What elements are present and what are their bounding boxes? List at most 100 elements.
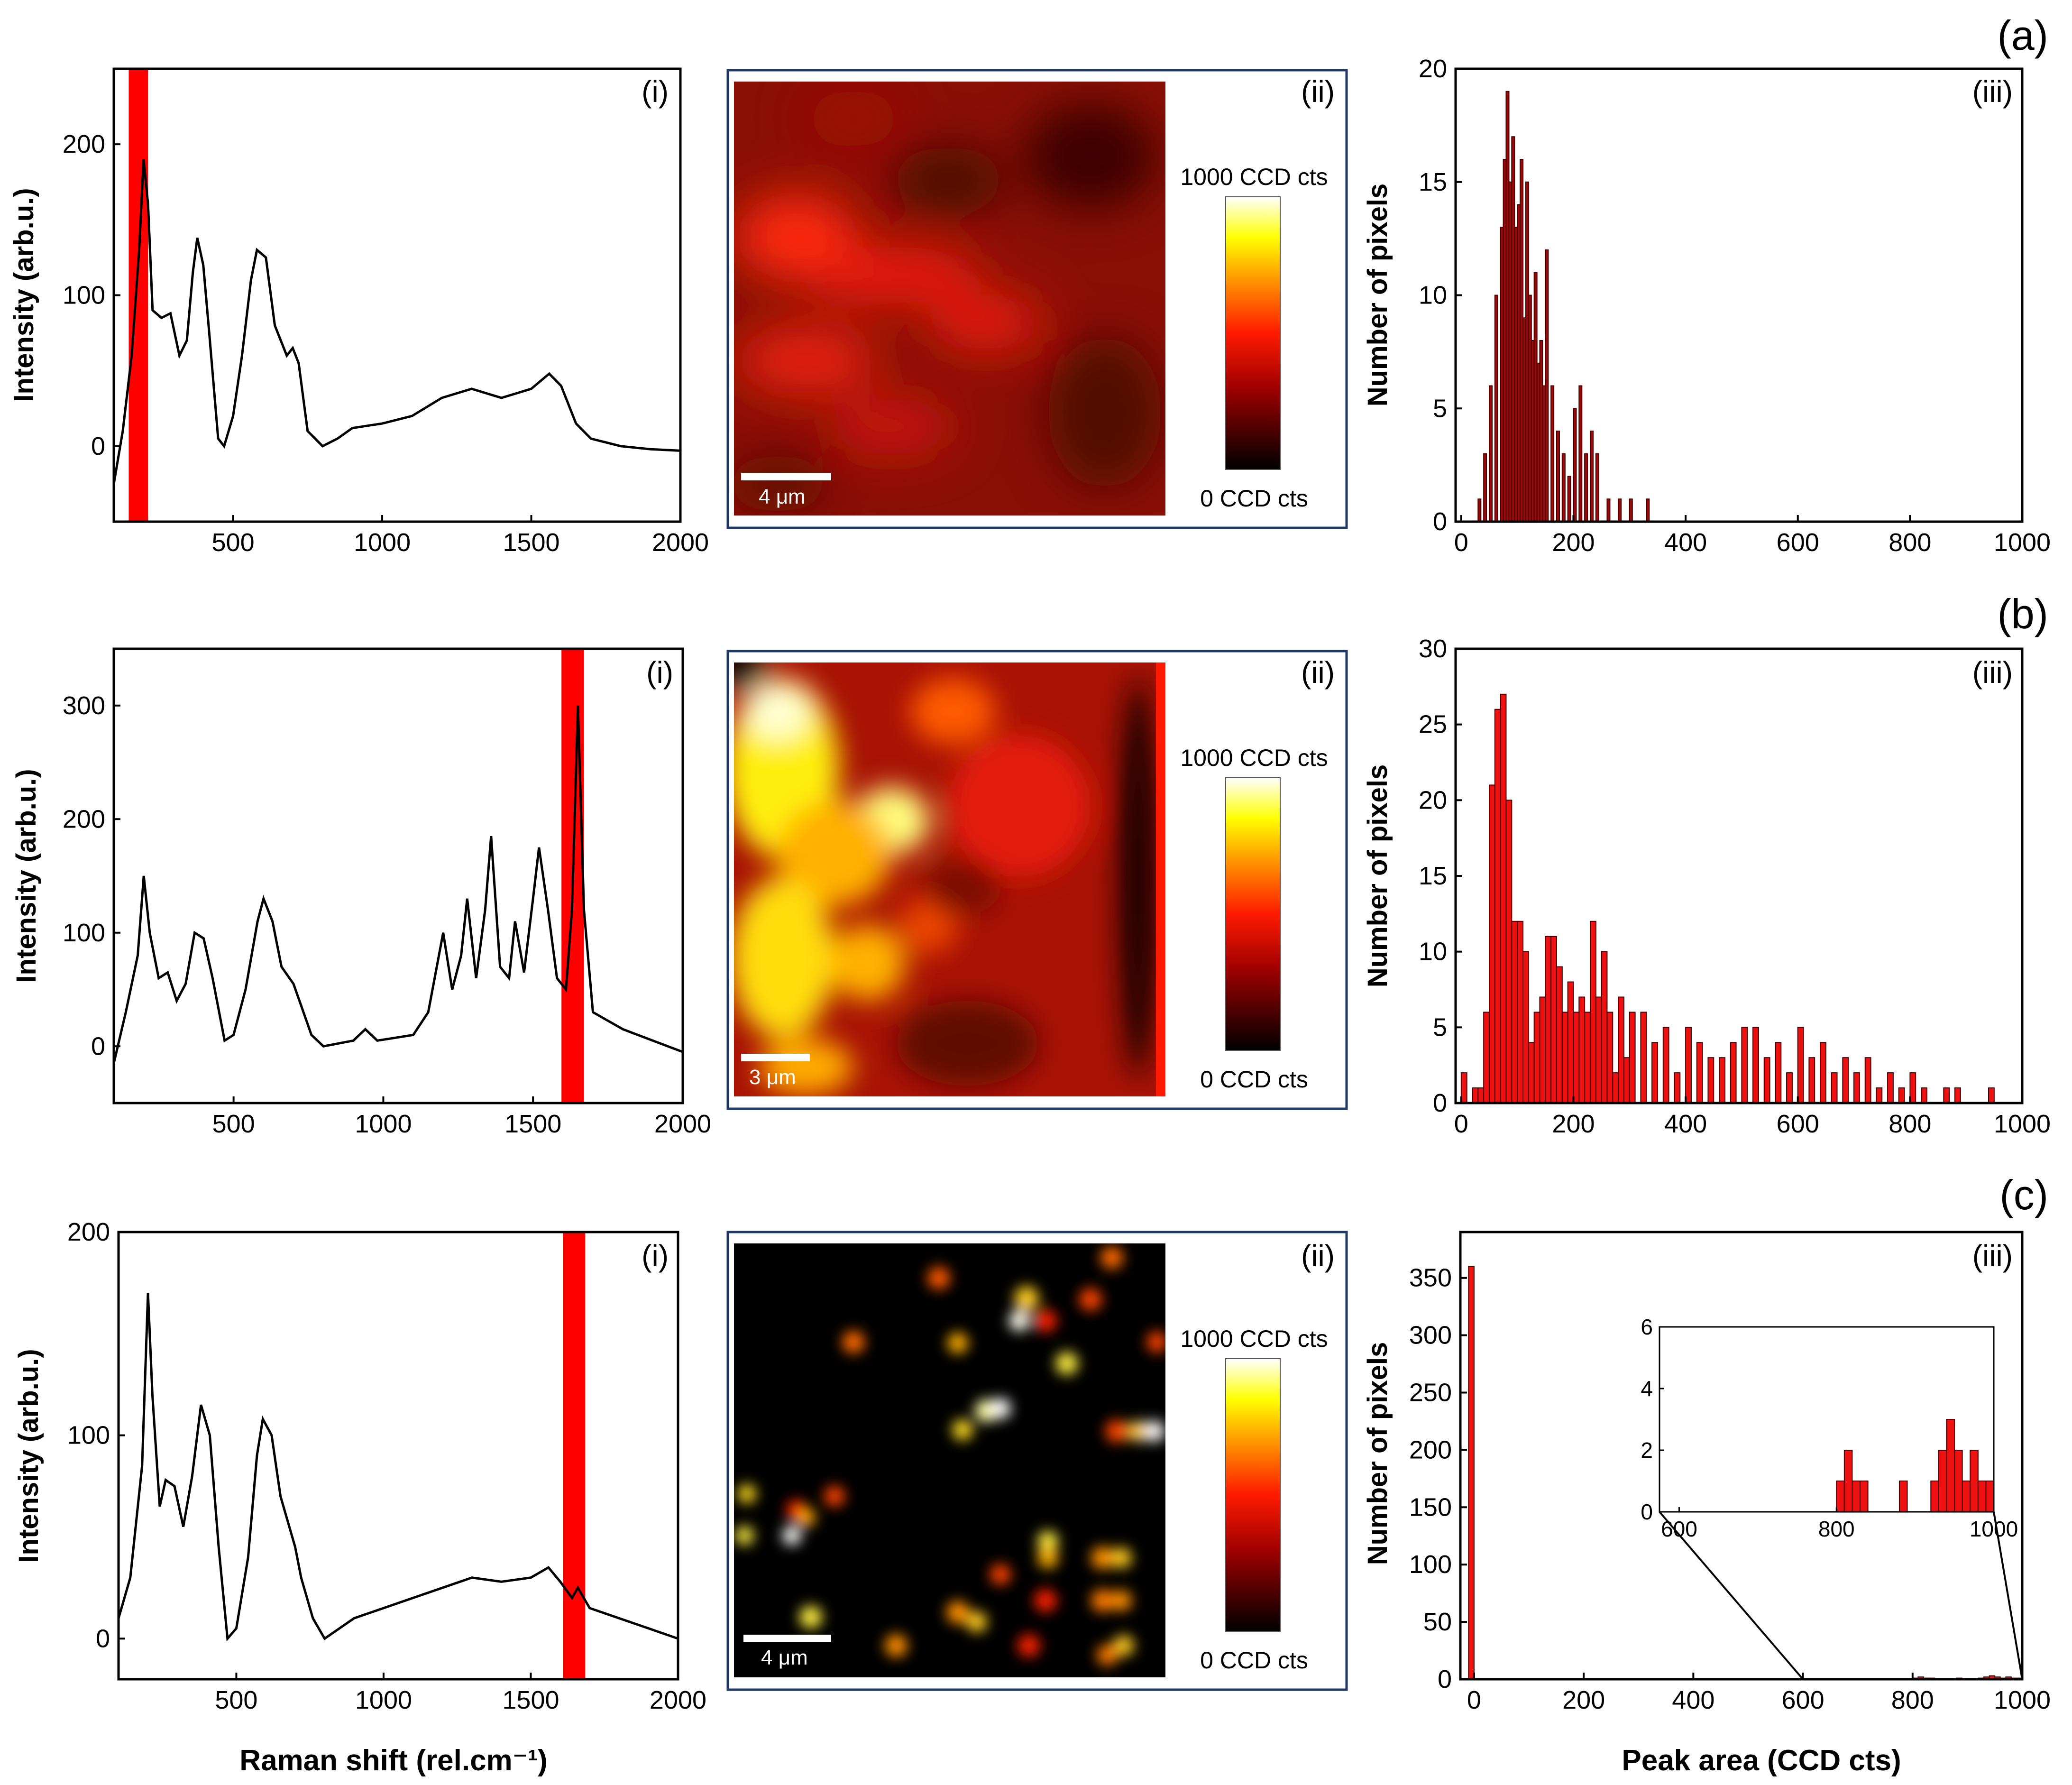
inset-bar <box>1898 1481 1908 1512</box>
inset-bar <box>1985 1481 1994 1512</box>
y-tick-label: 50 <box>1423 1608 1452 1636</box>
y-axis-ticks: 0 100 200 <box>67 1218 125 1653</box>
y-axis-label: Intensity (arb.u.) <box>9 188 39 402</box>
histogram-bar <box>1601 951 1608 1104</box>
y-tick-label: 100 <box>67 1421 110 1450</box>
histogram-bar <box>1517 920 1523 1104</box>
histogram-bar <box>1550 385 1555 522</box>
histogram-b: 0 200 400 600 800 1000 0 5 10 15 20 25 30 (iii) Num… <box>1362 635 2051 1138</box>
x-axis-ticks: 500 1000 1500 2000 <box>215 1673 706 1714</box>
colorbar-max-label: 1000 CCD cts <box>1180 164 1328 190</box>
y-tick-label: 200 <box>63 805 105 833</box>
y-tick-label: 10 <box>1419 938 1447 966</box>
scalebar <box>741 1054 810 1061</box>
y-axis-ticks: 0 100 200 <box>63 130 120 460</box>
plot-frame <box>112 647 684 1104</box>
highlight-band <box>563 1232 586 1679</box>
x-tick-label: 800 <box>1889 1110 1931 1138</box>
histogram-bar <box>1545 936 1552 1104</box>
x-tick-label: 1500 <box>504 1110 561 1138</box>
inset-bar <box>1843 1450 1853 1512</box>
x-tick-label: 200 <box>1552 528 1595 557</box>
histogram-bar <box>1472 1087 1479 1104</box>
inset-bar <box>1970 1450 1979 1512</box>
histogram-bar <box>1623 1057 1630 1104</box>
y-tick-label: 300 <box>1409 1321 1452 1350</box>
map-a: 4 μm (ii) 1000 CCD cts 0 CCD cts <box>726 69 1348 529</box>
histogram-bar <box>1556 431 1560 522</box>
histogram-bar <box>1567 476 1571 522</box>
histogram-bar <box>1494 294 1498 522</box>
x-axis-ticks: 0 200 400 600 800 1000 <box>1467 1673 2051 1714</box>
histogram-bar <box>1561 453 1566 522</box>
histogram-bar <box>1477 498 1482 522</box>
histogram-bar <box>1629 498 1633 522</box>
x-tick-label: 600 <box>1782 1686 1824 1714</box>
inset-bars <box>1836 1419 1994 1512</box>
panel-label: (iii) <box>1972 1239 2013 1273</box>
histogram-bar <box>1651 1042 1658 1104</box>
histogram-bar <box>1752 1027 1759 1104</box>
x-tick-label: 2000 <box>650 1686 706 1714</box>
spectrum-line <box>112 159 681 484</box>
histogram-bar <box>1528 1042 1535 1104</box>
histogram-bar <box>1898 1087 1905 1104</box>
y-tick-label: 200 <box>1409 1435 1452 1464</box>
inset-x-tick-label: 1000 <box>1970 1517 2018 1541</box>
inset-y-tick-label: 2 <box>1641 1438 1653 1463</box>
inset-bar <box>1954 1450 1963 1512</box>
histogram-c: 0 200 400 600 800 1000 050100150200250300350 … <box>1362 1231 2051 1777</box>
histogram-bar <box>1921 1087 1927 1104</box>
histogram-bar <box>1618 996 1624 1104</box>
histogram-bar <box>1786 1072 1793 1104</box>
colorbar <box>1225 777 1281 1051</box>
panel-label: (ii) <box>1301 655 1335 690</box>
histogram-bar <box>1763 1057 1770 1104</box>
x-axis-ticks: 0 200 400 600 800 1000 <box>1454 1096 2051 1138</box>
histogram-bar <box>1719 1057 1725 1104</box>
histogram-bar <box>1876 1087 1883 1104</box>
colorbar-max-label: 1000 CCD cts <box>1180 1325 1328 1352</box>
y-tick-label: 0 <box>91 432 105 460</box>
histogram-bar <box>1505 800 1513 1104</box>
scalebar <box>743 1635 831 1642</box>
highlight-band <box>128 69 148 522</box>
y-tick-label: 0 <box>1433 507 1447 536</box>
histogram-bar <box>1853 1072 1860 1104</box>
y-tick-label: 0 <box>1438 1665 1452 1693</box>
histogram-bar <box>1483 1012 1490 1104</box>
map-c: 4 μm (ii) 1000 CCD cts 0 CCD cts <box>726 1231 1348 1691</box>
colorbar <box>1225 1358 1281 1632</box>
inset-bar <box>1836 1481 1845 1512</box>
x-tick-label: 400 <box>1664 1110 1707 1138</box>
histogram-bar <box>1468 1266 1475 1680</box>
y-axis-label: Intensity (arb.u.) <box>11 769 42 983</box>
row-label-a: (a) <box>1997 12 2048 59</box>
x-tick-label: 1000 <box>1994 1110 2051 1138</box>
x-tick-label: 600 <box>1777 528 1819 557</box>
inset-histogram: 600 800 1000 0 2 4 6 <box>1641 1315 2023 1680</box>
y-tick-label: 10 <box>1419 281 1447 310</box>
histogram-bar <box>1696 1042 1703 1104</box>
histogram-bar <box>1954 1087 1961 1104</box>
x-tick-label: 0 <box>1454 528 1468 557</box>
y-axis-label: Number of pixels <box>1362 1342 1393 1565</box>
y-tick-label: 200 <box>63 130 105 158</box>
histogram-bar <box>1556 966 1563 1104</box>
histogram-bar <box>1707 1057 1714 1104</box>
histogram-bar <box>1797 1027 1804 1104</box>
y-tick-label: 30 <box>1419 635 1447 663</box>
x-tick-label: 800 <box>1891 1686 1934 1714</box>
histogram-bar <box>1606 1012 1614 1104</box>
x-tick-label: 2000 <box>654 1110 711 1138</box>
panel-label: (i) <box>642 74 669 109</box>
x-tick-label: 1500 <box>503 528 559 557</box>
y-tick-label: 0 <box>96 1624 110 1653</box>
plot-frame <box>112 67 682 523</box>
x-tick-label: 600 <box>1777 1110 1819 1138</box>
x-axis-label: Raman shift (rel.cm⁻¹) <box>239 1744 547 1777</box>
histogram-bar <box>1494 708 1501 1104</box>
histogram-bar <box>1578 996 1586 1104</box>
histogram-bar <box>1820 1042 1826 1104</box>
